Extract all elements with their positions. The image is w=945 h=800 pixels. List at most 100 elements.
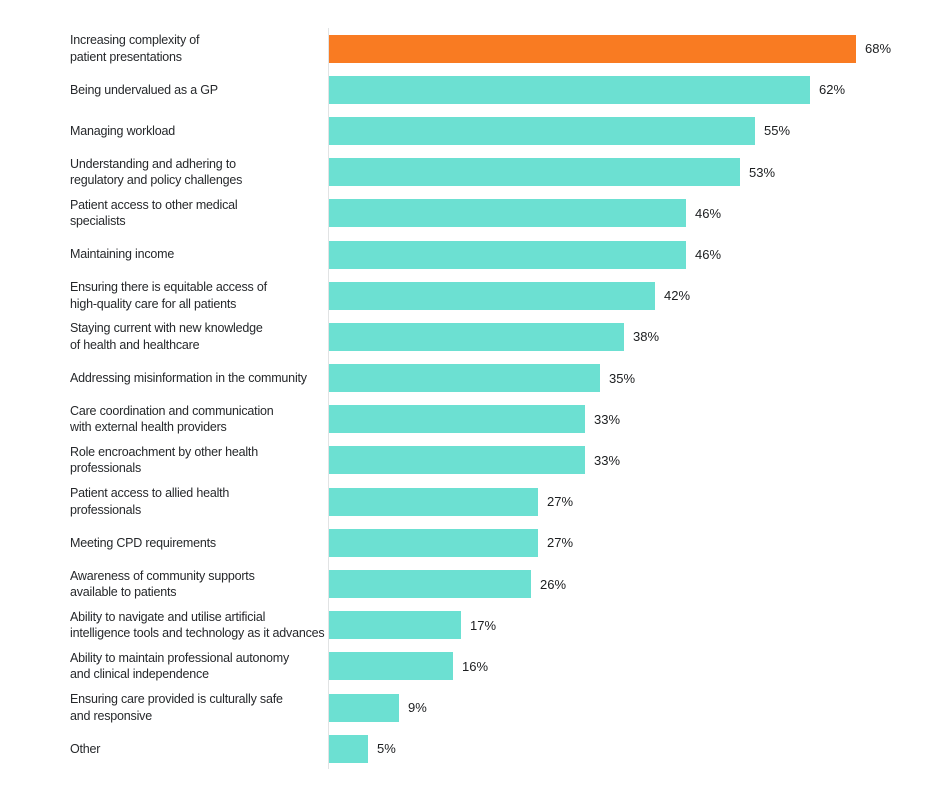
category-label: Staying current with new knowledge of he… — [70, 321, 263, 352]
value-label: 53% — [749, 164, 776, 180]
y-axis-line: 33% — [328, 398, 945, 440]
category-label-cell: Ability to maintain professional autonom… — [0, 650, 328, 683]
y-axis-line: 27% — [328, 481, 945, 523]
y-axis-line: 55% — [328, 110, 945, 152]
category-label-cell: Ability to navigate and utilise artifici… — [0, 609, 328, 642]
chart-row: Ability to maintain professional autonom… — [0, 645, 945, 687]
chart-row: Care coordination and communication with… — [0, 398, 945, 440]
chart-row: Role encroachment by other health profes… — [0, 439, 945, 482]
bar — [329, 487, 538, 516]
value-label: 16% — [462, 658, 489, 674]
y-axis-line: 62% — [328, 69, 945, 111]
category-label-cell: Ensuring there is equitable access of hi… — [0, 279, 328, 312]
bar — [329, 158, 740, 187]
category-label: Increasing complexity of patient present… — [70, 33, 200, 64]
bar — [329, 528, 538, 557]
bar — [329, 446, 585, 475]
category-label-cell: Increasing complexity of patient present… — [0, 32, 328, 65]
category-label: Meeting CPD requirements — [70, 535, 216, 550]
category-label-cell: Staying current with new knowledge of he… — [0, 320, 328, 353]
y-axis-line: 38% — [328, 316, 945, 358]
bar — [329, 364, 600, 393]
y-axis-line: 33% — [328, 439, 945, 482]
value-label: 55% — [764, 123, 791, 139]
bar — [329, 34, 856, 63]
chart-row: Being undervalued as a GP 62% — [0, 69, 945, 111]
y-axis-line: 35% — [328, 357, 945, 399]
category-label: Awareness of community supports availabl… — [70, 568, 255, 600]
y-axis-line: 16% — [328, 645, 945, 687]
bar — [329, 734, 368, 763]
chart-row: Staying current with new knowledge of he… — [0, 316, 945, 358]
chart-row: Increasing complexity of patient present… — [0, 28, 945, 70]
bar — [329, 405, 585, 434]
bar — [329, 611, 461, 640]
value-label: 38% — [633, 329, 660, 345]
chart-row: Patient access to allied health professi… — [0, 481, 945, 523]
category-label-cell: Managing workload — [0, 123, 328, 140]
category-label: Ensuring care provided is culturally saf… — [70, 692, 283, 723]
y-axis-line: 5% — [328, 728, 945, 770]
value-label: 46% — [695, 247, 722, 263]
category-label: Patient access to other medical speciali… — [70, 197, 238, 229]
category-label: Role encroachment by other health profes… — [70, 444, 258, 476]
bar — [329, 281, 655, 310]
bar — [329, 116, 755, 145]
y-axis-line: 46% — [328, 192, 945, 234]
category-label-cell: Being undervalued as a GP — [0, 82, 328, 99]
value-label: 5% — [377, 741, 396, 757]
category-label: Managing workload — [70, 123, 175, 138]
category-label: Other — [70, 741, 101, 756]
category-label-cell: Patient access to other medical speciali… — [0, 197, 328, 230]
chart-row: Patient access to other medical speciali… — [0, 192, 945, 234]
category-label: Care coordination and communication with… — [70, 403, 274, 435]
bar — [329, 240, 686, 269]
chart-row: Maintaining income 46% — [0, 233, 945, 276]
value-label: 9% — [408, 700, 427, 716]
y-axis-line: 53% — [328, 151, 945, 193]
category-label-cell: Maintaining income — [0, 246, 328, 263]
chart-row: Addressing misinformation in the communi… — [0, 357, 945, 399]
category-label: Addressing misinformation in the communi… — [70, 370, 307, 385]
category-label-cell: Role encroachment by other health profes… — [0, 444, 328, 477]
category-label: Maintaining income — [70, 247, 175, 262]
category-label-cell: Other — [0, 741, 328, 758]
bar — [329, 322, 624, 351]
value-label: 26% — [540, 576, 567, 592]
bar — [329, 75, 810, 104]
y-axis-line: 42% — [328, 275, 945, 317]
chart-row: Understanding and adhering to regulatory… — [0, 151, 945, 193]
y-axis-line: 26% — [328, 563, 945, 605]
category-label-cell: Understanding and adhering to regulatory… — [0, 156, 328, 189]
chart-row: Awareness of community supports availabl… — [0, 563, 945, 605]
value-label: 27% — [547, 535, 574, 551]
y-axis-line: 17% — [328, 604, 945, 646]
value-label: 33% — [594, 411, 621, 427]
chart-row: Ensuring care provided is culturally saf… — [0, 687, 945, 729]
chart-row: Ability to navigate and utilise artifici… — [0, 604, 945, 646]
category-label: Ability to navigate and utilise artifici… — [70, 609, 325, 641]
bar-chart-rows: Increasing complexity of patient present… — [0, 28, 945, 770]
category-label: Ensuring there is equitable access of hi… — [70, 280, 267, 311]
category-label: Ability to maintain professional autonom… — [70, 650, 290, 682]
value-label: 27% — [547, 494, 574, 510]
bar — [329, 652, 453, 681]
category-label-cell: Patient access to allied health professi… — [0, 485, 328, 518]
category-label-cell: Awareness of community supports availabl… — [0, 568, 328, 601]
chart-row: Managing workload 55% — [0, 110, 945, 152]
category-label: Patient access to allied health professi… — [70, 486, 230, 517]
bar — [329, 693, 399, 722]
chart-row: Meeting CPD requirements 27% — [0, 522, 945, 564]
category-label-cell: Addressing misinformation in the communi… — [0, 370, 328, 387]
category-label-cell: Ensuring care provided is culturally saf… — [0, 691, 328, 724]
bar — [329, 570, 531, 599]
chart-row: Ensuring there is equitable access of hi… — [0, 275, 945, 317]
y-axis-line: 9% — [328, 687, 945, 729]
category-label: Understanding and adhering to regulatory… — [70, 156, 243, 188]
category-label: Being undervalued as a GP — [70, 82, 218, 97]
value-label: 46% — [695, 205, 722, 221]
category-label-cell: Care coordination and communication with… — [0, 403, 328, 436]
bar — [329, 199, 686, 228]
bar-chart: Increasing complexity of patient present… — [0, 28, 945, 770]
